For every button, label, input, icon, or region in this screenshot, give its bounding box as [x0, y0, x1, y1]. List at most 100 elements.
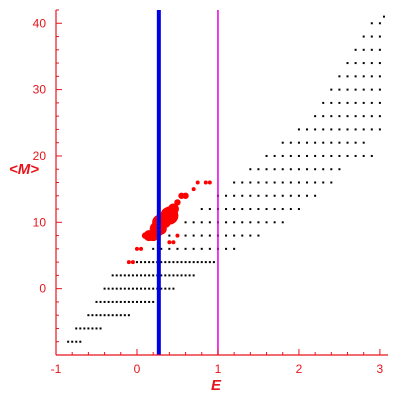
background-point — [362, 35, 365, 38]
background-point — [289, 154, 292, 157]
background-point — [127, 287, 130, 290]
background-point — [233, 208, 236, 211]
background-point — [172, 287, 175, 290]
background-point — [289, 208, 292, 211]
background-point — [83, 327, 86, 330]
background-point — [79, 327, 82, 330]
background-point — [382, 15, 385, 18]
y-tick-label: 10 — [33, 215, 47, 229]
background-point — [107, 314, 110, 317]
background-point — [241, 208, 244, 211]
background-point — [241, 234, 244, 237]
background-point — [249, 208, 252, 211]
background-point — [306, 128, 309, 131]
background-point — [212, 261, 215, 264]
background-point — [200, 247, 203, 250]
background-point — [370, 88, 373, 91]
background-point — [208, 221, 211, 224]
background-point — [249, 168, 252, 171]
background-point — [75, 327, 78, 330]
background-point — [200, 234, 203, 237]
background-point — [338, 75, 341, 78]
x-axis-title: E — [211, 377, 222, 394]
y-tick-label: 20 — [33, 149, 47, 163]
background-point — [378, 75, 381, 78]
highlight-point — [167, 240, 172, 245]
background-point — [378, 48, 381, 51]
highlight-point — [139, 246, 144, 251]
background-point — [184, 274, 187, 277]
background-point — [330, 168, 333, 171]
background-point — [330, 154, 333, 157]
background-point — [314, 168, 317, 171]
background-point — [378, 35, 381, 38]
x-tick-label: 0 — [134, 362, 141, 376]
background-point — [152, 287, 155, 290]
background-point — [370, 48, 373, 51]
x-tick-label: 1 — [215, 362, 222, 376]
background-point — [306, 168, 309, 171]
background-point — [346, 141, 349, 144]
background-point — [273, 194, 276, 197]
background-point — [249, 234, 252, 237]
highlight-point — [191, 187, 196, 192]
background-point — [107, 300, 110, 303]
background-point — [233, 221, 236, 224]
background-point — [322, 115, 325, 118]
background-point — [188, 274, 191, 277]
background-point — [306, 141, 309, 144]
background-point — [265, 181, 268, 184]
background-point — [338, 154, 341, 157]
background-point — [135, 274, 138, 277]
background-point — [115, 274, 118, 277]
y-tick-label: 0 — [39, 282, 46, 296]
background-point — [362, 62, 365, 65]
background-point — [338, 141, 341, 144]
background-point — [192, 247, 195, 250]
background-point — [135, 300, 138, 303]
background-point — [378, 115, 381, 118]
background-point — [192, 274, 195, 277]
points-layer — [67, 15, 385, 343]
background-point — [306, 181, 309, 184]
background-point — [346, 115, 349, 118]
background-point — [111, 287, 114, 290]
background-point — [281, 168, 284, 171]
background-point — [140, 300, 143, 303]
background-point — [297, 141, 300, 144]
background-point — [241, 181, 244, 184]
background-point — [289, 181, 292, 184]
background-point — [257, 194, 260, 197]
background-point — [281, 154, 284, 157]
highlight-point — [174, 199, 181, 206]
background-point — [370, 154, 373, 157]
highlight-point — [134, 246, 139, 251]
background-point — [354, 62, 357, 65]
background-point — [346, 128, 349, 131]
background-point — [127, 274, 130, 277]
background-point — [297, 128, 300, 131]
background-point — [204, 261, 207, 264]
background-point — [306, 154, 309, 157]
background-point — [200, 208, 203, 211]
highlight-point — [130, 260, 135, 265]
background-point — [362, 101, 365, 104]
highlight-point — [195, 180, 200, 185]
background-point — [148, 300, 151, 303]
background-point — [378, 88, 381, 91]
background-point — [257, 181, 260, 184]
background-point — [164, 287, 167, 290]
background-point — [370, 75, 373, 78]
background-point — [123, 274, 126, 277]
background-point — [140, 287, 143, 290]
highlight-point — [207, 180, 212, 185]
background-point — [115, 287, 118, 290]
highlight-point — [175, 233, 180, 238]
background-point — [160, 274, 163, 277]
background-point — [322, 128, 325, 131]
background-point — [297, 168, 300, 171]
background-point — [131, 287, 134, 290]
background-point — [95, 327, 98, 330]
background-point — [123, 314, 126, 317]
background-point — [354, 48, 357, 51]
